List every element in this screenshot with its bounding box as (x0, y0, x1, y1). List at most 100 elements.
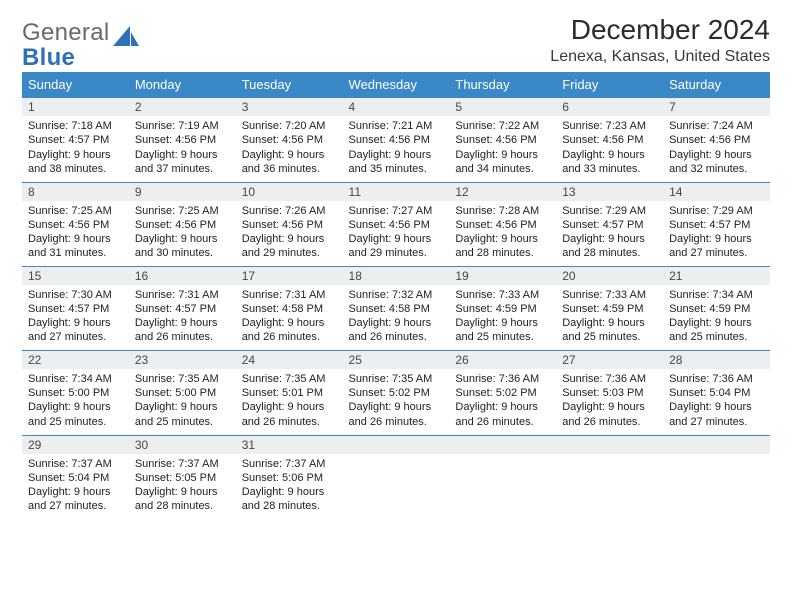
logo-text: General Blue (22, 20, 109, 70)
day-details: Sunrise: 7:29 AMSunset: 4:57 PMDaylight:… (556, 201, 663, 266)
calendar-body: 1Sunrise: 7:18 AMSunset: 4:57 PMDaylight… (22, 97, 770, 519)
day-details: Sunrise: 7:31 AMSunset: 4:58 PMDaylight:… (236, 285, 343, 350)
calendar-cell: 28Sunrise: 7:36 AMSunset: 5:04 PMDayligh… (663, 350, 770, 434)
day-number: 12 (449, 183, 556, 201)
calendar-cell (556, 435, 663, 519)
day-number: 25 (343, 351, 450, 369)
day-number: 18 (343, 267, 450, 285)
page-title: December 2024 (550, 14, 770, 46)
day-details: Sunrise: 7:22 AMSunset: 4:56 PMDaylight:… (449, 116, 556, 181)
title-block: December 2024 Lenexa, Kansas, United Sta… (550, 14, 770, 70)
day-details: Sunrise: 7:18 AMSunset: 4:57 PMDaylight:… (22, 116, 129, 181)
day-number: 27 (556, 351, 663, 369)
day-number: 5 (449, 98, 556, 116)
day-number: 4 (343, 98, 450, 116)
day-number: 24 (236, 351, 343, 369)
calendar-cell: 14Sunrise: 7:29 AMSunset: 4:57 PMDayligh… (663, 182, 770, 266)
calendar-table: SundayMondayTuesdayWednesdayThursdayFrid… (22, 72, 770, 519)
day-number: 30 (129, 436, 236, 454)
day-number: 23 (129, 351, 236, 369)
day-details: Sunrise: 7:31 AMSunset: 4:57 PMDaylight:… (129, 285, 236, 350)
calendar-cell (663, 435, 770, 519)
day-number: 1 (22, 98, 129, 116)
day-details: Sunrise: 7:21 AMSunset: 4:56 PMDaylight:… (343, 116, 450, 181)
day-details: Sunrise: 7:36 AMSunset: 5:03 PMDaylight:… (556, 369, 663, 434)
calendar-cell: 21Sunrise: 7:34 AMSunset: 4:59 PMDayligh… (663, 266, 770, 350)
day-number: 6 (556, 98, 663, 116)
header-row: General Blue December 2024 Lenexa, Kansa… (22, 14, 770, 70)
day-number: 29 (22, 436, 129, 454)
calendar-cell: 13Sunrise: 7:29 AMSunset: 4:57 PMDayligh… (556, 182, 663, 266)
calendar-week-row: 15Sunrise: 7:30 AMSunset: 4:57 PMDayligh… (22, 266, 770, 350)
calendar-cell: 9Sunrise: 7:25 AMSunset: 4:56 PMDaylight… (129, 182, 236, 266)
day-details: Sunrise: 7:25 AMSunset: 4:56 PMDaylight:… (22, 201, 129, 266)
calendar-cell: 17Sunrise: 7:31 AMSunset: 4:58 PMDayligh… (236, 266, 343, 350)
day-details: Sunrise: 7:32 AMSunset: 4:58 PMDaylight:… (343, 285, 450, 350)
logo-word-general: General (22, 19, 109, 46)
calendar-cell (343, 435, 450, 519)
logo-word-blue: Blue (22, 44, 75, 71)
calendar-header: SundayMondayTuesdayWednesdayThursdayFrid… (22, 72, 770, 97)
day-header: Saturday (663, 72, 770, 97)
day-number: 21 (663, 267, 770, 285)
day-number: 7 (663, 98, 770, 116)
day-details: Sunrise: 7:27 AMSunset: 4:56 PMDaylight:… (343, 201, 450, 266)
day-header: Friday (556, 72, 663, 97)
day-number: 16 (129, 267, 236, 285)
calendar-cell: 22Sunrise: 7:34 AMSunset: 5:00 PMDayligh… (22, 350, 129, 434)
day-number (343, 436, 450, 454)
day-details: Sunrise: 7:35 AMSunset: 5:00 PMDaylight:… (129, 369, 236, 434)
day-number: 11 (343, 183, 450, 201)
day-number: 28 (663, 351, 770, 369)
location: Lenexa, Kansas, United States (550, 48, 770, 66)
calendar-cell: 1Sunrise: 7:18 AMSunset: 4:57 PMDaylight… (22, 97, 129, 181)
day-number: 17 (236, 267, 343, 285)
day-number: 13 (556, 183, 663, 201)
calendar-cell: 24Sunrise: 7:35 AMSunset: 5:01 PMDayligh… (236, 350, 343, 434)
calendar-week-row: 29Sunrise: 7:37 AMSunset: 5:04 PMDayligh… (22, 435, 770, 519)
calendar-cell: 10Sunrise: 7:26 AMSunset: 4:56 PMDayligh… (236, 182, 343, 266)
day-number: 8 (22, 183, 129, 201)
day-number: 14 (663, 183, 770, 201)
day-number: 15 (22, 267, 129, 285)
day-details: Sunrise: 7:35 AMSunset: 5:01 PMDaylight:… (236, 369, 343, 434)
day-number: 3 (236, 98, 343, 116)
calendar-cell: 30Sunrise: 7:37 AMSunset: 5:05 PMDayligh… (129, 435, 236, 519)
day-details: Sunrise: 7:33 AMSunset: 4:59 PMDaylight:… (449, 285, 556, 350)
day-number: 2 (129, 98, 236, 116)
logo-sail-icon (113, 26, 139, 53)
calendar-week-row: 1Sunrise: 7:18 AMSunset: 4:57 PMDaylight… (22, 97, 770, 181)
day-details: Sunrise: 7:35 AMSunset: 5:02 PMDaylight:… (343, 369, 450, 434)
calendar-cell: 5Sunrise: 7:22 AMSunset: 4:56 PMDaylight… (449, 97, 556, 181)
day-details: Sunrise: 7:28 AMSunset: 4:56 PMDaylight:… (449, 201, 556, 266)
calendar-cell: 11Sunrise: 7:27 AMSunset: 4:56 PMDayligh… (343, 182, 450, 266)
day-details (663, 454, 770, 519)
day-header: Wednesday (343, 72, 450, 97)
calendar-cell: 12Sunrise: 7:28 AMSunset: 4:56 PMDayligh… (449, 182, 556, 266)
calendar-week-row: 8Sunrise: 7:25 AMSunset: 4:56 PMDaylight… (22, 182, 770, 266)
day-details: Sunrise: 7:23 AMSunset: 4:56 PMDaylight:… (556, 116, 663, 181)
page: General Blue December 2024 Lenexa, Kansa… (0, 0, 792, 527)
day-details: Sunrise: 7:19 AMSunset: 4:56 PMDaylight:… (129, 116, 236, 181)
day-header: Sunday (22, 72, 129, 97)
calendar-cell: 25Sunrise: 7:35 AMSunset: 5:02 PMDayligh… (343, 350, 450, 434)
calendar-cell: 19Sunrise: 7:33 AMSunset: 4:59 PMDayligh… (449, 266, 556, 350)
day-details (449, 454, 556, 519)
calendar-cell: 26Sunrise: 7:36 AMSunset: 5:02 PMDayligh… (449, 350, 556, 434)
day-number: 19 (449, 267, 556, 285)
day-number (663, 436, 770, 454)
calendar-cell: 20Sunrise: 7:33 AMSunset: 4:59 PMDayligh… (556, 266, 663, 350)
day-details: Sunrise: 7:26 AMSunset: 4:56 PMDaylight:… (236, 201, 343, 266)
day-header: Thursday (449, 72, 556, 97)
day-details: Sunrise: 7:25 AMSunset: 4:56 PMDaylight:… (129, 201, 236, 266)
day-header: Monday (129, 72, 236, 97)
day-details (343, 454, 450, 519)
day-details: Sunrise: 7:33 AMSunset: 4:59 PMDaylight:… (556, 285, 663, 350)
day-number (556, 436, 663, 454)
day-details: Sunrise: 7:34 AMSunset: 5:00 PMDaylight:… (22, 369, 129, 434)
day-details (556, 454, 663, 519)
calendar-cell: 4Sunrise: 7:21 AMSunset: 4:56 PMDaylight… (343, 97, 450, 181)
day-details: Sunrise: 7:37 AMSunset: 5:04 PMDaylight:… (22, 454, 129, 519)
calendar-cell: 2Sunrise: 7:19 AMSunset: 4:56 PMDaylight… (129, 97, 236, 181)
calendar-cell: 6Sunrise: 7:23 AMSunset: 4:56 PMDaylight… (556, 97, 663, 181)
